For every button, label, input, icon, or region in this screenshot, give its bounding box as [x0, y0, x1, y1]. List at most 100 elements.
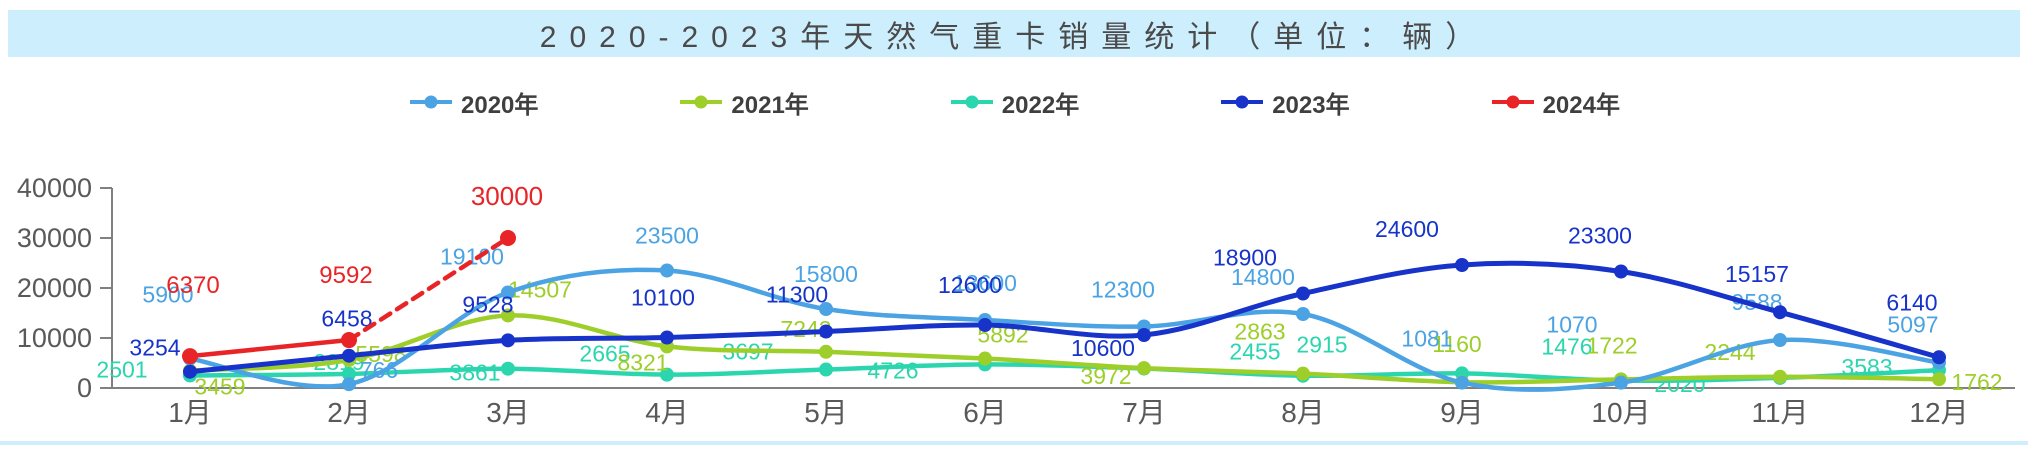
data-point-marker [1773, 333, 1787, 348]
line-marker-icon [680, 95, 723, 109]
series-line-2020年 [187, 267, 1942, 392]
data-label: 5097 [1887, 312, 1938, 338]
series-line-2024-dashed [346, 235, 511, 343]
data-label: 10600 [1071, 335, 1135, 361]
legend-item-2020: 2020年 [408, 85, 538, 120]
series-line-2024-solid [187, 337, 352, 359]
data-label: 4726 [867, 357, 918, 383]
legend-label: 2022年 [1001, 91, 1080, 119]
data-point-marker [978, 351, 992, 366]
page-title: 2020-2023年天然气重卡销量统计（单位：辆） [539, 20, 1489, 54]
data-label: 6458 [321, 306, 372, 332]
data-point-marker [501, 361, 515, 376]
legend-label: 2023年 [1272, 91, 1350, 119]
data-point-marker [342, 377, 356, 392]
data-label: 11300 [766, 282, 828, 308]
data-point-marker [501, 285, 515, 300]
data-label: 2915 [1296, 331, 1347, 357]
data-point-marker [819, 324, 833, 339]
legend-label: 2024年 [1542, 91, 1620, 119]
data-label: 2665 [579, 341, 630, 367]
data-point-marker [819, 344, 833, 359]
data-point-marker [1455, 258, 1469, 272]
data-point-marker [501, 308, 515, 323]
data-point-marker [341, 332, 357, 349]
month-axis-label: 3月 [486, 397, 530, 428]
data-label: 10100 [631, 285, 695, 311]
month-axis-label: 12月 [1909, 397, 1968, 428]
data-label: 2455 [1229, 339, 1280, 365]
data-point-marker [1296, 366, 1310, 381]
data-point-marker [660, 367, 674, 382]
data-label: 1476 [1541, 334, 1592, 360]
line-marker-icon [410, 95, 453, 109]
data-label: 1722 [1586, 332, 1637, 358]
month-axis-label: 8月 [1281, 397, 1325, 428]
data-point-marker [1773, 369, 1787, 384]
data-point-marker [978, 318, 992, 332]
month-axis-label: 6月 [963, 397, 1007, 428]
legend-item-2021: 2021年 [678, 85, 809, 120]
y-axis-tick-label: 20000 [17, 273, 92, 303]
data-label: 9528 [462, 291, 513, 317]
data-label: 2501 [96, 356, 147, 382]
y-axis-tick-label: 30000 [17, 223, 92, 253]
data-label: 1160 [1432, 331, 1481, 357]
month-axis-label: 11月 [1751, 397, 1808, 428]
data-label: 3972 [1080, 363, 1131, 389]
data-point-marker [500, 230, 516, 246]
y-axis-tick-label: 40000 [17, 173, 92, 203]
data-point-marker [1773, 305, 1787, 320]
bottom-accent-strip [0, 441, 2028, 445]
data-label: 15157 [1725, 261, 1789, 287]
data-point-marker [342, 366, 356, 381]
data-label: 2020 [1654, 371, 1705, 397]
data-point-marker [182, 348, 198, 365]
data-label: 3254 [129, 335, 180, 361]
data-label: 3459 [194, 374, 245, 400]
data-point-marker [660, 263, 674, 278]
data-label: 13600 [953, 270, 1017, 296]
data-point-marker [1296, 307, 1310, 321]
data-label: 24600 [1375, 216, 1439, 242]
data-point-marker [819, 302, 833, 316]
legend-label: 2020年 [461, 91, 539, 119]
line-marker-icon [950, 95, 993, 109]
line-marker-icon [1221, 95, 1264, 109]
data-point-marker [1932, 350, 1946, 365]
data-label: 6370 [166, 272, 219, 299]
y-axis-tick-label: 10000 [17, 323, 92, 353]
legend-item-2023: 2023年 [1219, 85, 1350, 120]
data-point-marker [660, 330, 674, 345]
month-axis-label: 9月 [1440, 397, 1484, 428]
data-label: 5900 [142, 282, 193, 308]
title-bar: 2020-2023年天然气重卡销量统计（单位：辆） [8, 10, 2020, 57]
data-point-marker [1614, 264, 1628, 279]
data-label: 23500 [635, 223, 699, 249]
data-point-marker [819, 362, 833, 377]
y-axis-tick-label: 0 [77, 373, 92, 403]
data-point-marker [1455, 375, 1469, 390]
data-label: 1762 [1951, 369, 2002, 395]
data-label: 2863 [1234, 319, 1285, 345]
month-axis-label: 10月 [1591, 397, 1650, 428]
month-axis-label: 5月 [804, 397, 848, 428]
data-point-marker [1614, 375, 1628, 390]
month-axis-label: 4月 [645, 397, 689, 428]
data-label: 12600 [938, 272, 1002, 298]
data-point-marker [1137, 328, 1151, 342]
month-axis-label: 7月 [1122, 397, 1166, 428]
data-label: 30000 [471, 181, 543, 211]
legend-item-2022: 2022年 [949, 85, 1079, 120]
data-label: 3861 [449, 360, 500, 386]
series-line-2023年 [187, 260, 1942, 375]
data-label: 15800 [794, 261, 858, 287]
data-label: 14800 [1231, 264, 1295, 290]
chart-legend: 2020年 2021年 2022年 2023年 2024年 [0, 85, 2028, 120]
month-axis-label: 1月 [168, 397, 212, 428]
data-label: 1081 [1401, 326, 1452, 352]
data-label: 23300 [1568, 223, 1632, 249]
data-point-marker [1296, 286, 1310, 301]
data-point-marker [1932, 372, 1946, 387]
